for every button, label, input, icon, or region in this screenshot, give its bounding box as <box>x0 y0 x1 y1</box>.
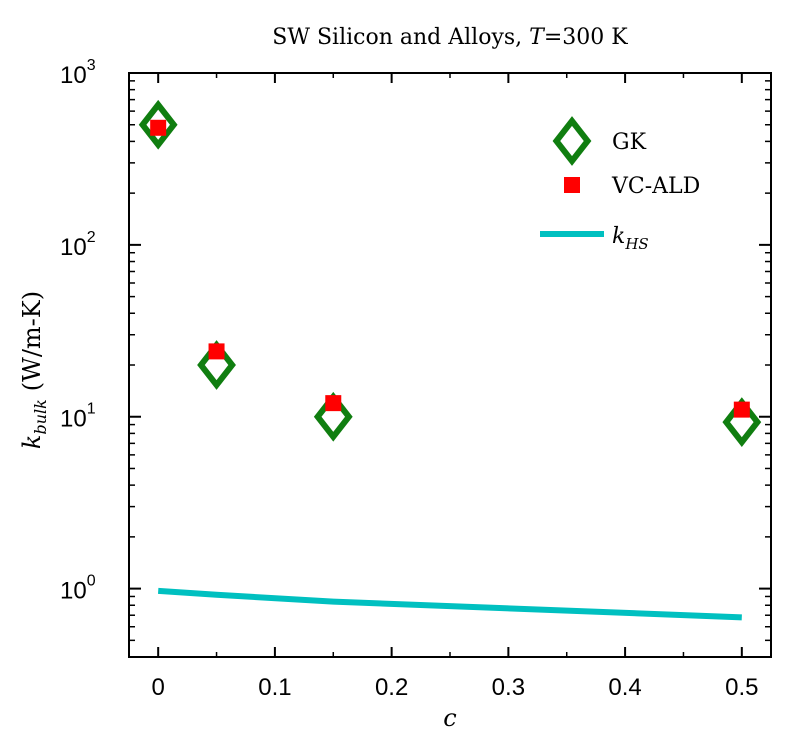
legend-vc-ald-label: VC-ALD <box>611 174 700 199</box>
plot-area <box>128 72 772 658</box>
x-tick-label: 0.5 <box>725 674 758 701</box>
series-layer <box>138 99 762 621</box>
y-axis-label: kbulk(W/m-K) <box>18 291 50 449</box>
legend-vc-ald-marker <box>564 177 580 193</box>
gk-point <box>197 340 236 390</box>
gk-point <box>722 397 762 448</box>
legend-gk-label: GK <box>612 130 647 155</box>
y-axis: 100 101 102 103 <box>60 57 771 658</box>
x-axis-label: c <box>443 704 456 732</box>
vc-ald-point <box>150 119 167 136</box>
k-hs-line <box>157 587 742 621</box>
x-tick-label: 0 <box>152 674 165 701</box>
y-tick-label: 103 <box>60 57 96 89</box>
plot-frame <box>128 72 772 658</box>
legend: GK VC-ALD kHS <box>540 116 700 253</box>
x-tick-label: 0.2 <box>375 674 408 701</box>
x-axis: 0 0.1 0.2 0.3 0.4 0.5 <box>152 73 759 701</box>
vc-ald-point <box>325 395 342 412</box>
y-tick-label: 100 <box>60 573 96 605</box>
y-tick-label: 101 <box>60 401 96 433</box>
gk-point <box>138 99 178 150</box>
legend-k-hs-label: kHS <box>612 224 649 253</box>
x-tick-label: 0.3 <box>492 674 525 701</box>
chart-title: SW Silicon and Alloys, T=300 K <box>272 25 628 50</box>
x-tick-label: 0.1 <box>258 674 291 701</box>
gk-point <box>313 391 353 442</box>
vc-ald-point <box>733 401 750 418</box>
y-tick-label: 102 <box>60 229 96 261</box>
x-tick-label: 0.4 <box>608 674 641 701</box>
vc-ald-point <box>208 343 225 360</box>
legend-gk-marker <box>552 116 592 166</box>
